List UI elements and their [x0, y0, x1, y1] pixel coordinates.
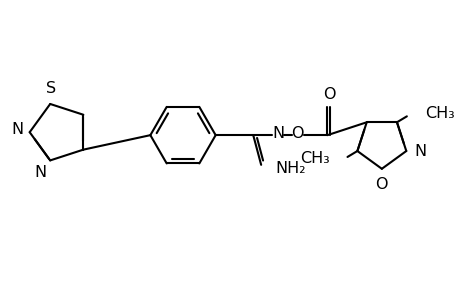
Text: N: N	[413, 143, 425, 158]
Text: O: O	[323, 86, 335, 101]
Text: S: S	[46, 81, 56, 96]
Text: N: N	[34, 165, 46, 180]
Text: N: N	[271, 126, 283, 141]
Text: N: N	[11, 122, 24, 137]
Text: CH₃: CH₃	[424, 106, 453, 121]
Text: O: O	[291, 126, 303, 141]
Text: CH₃: CH₃	[299, 152, 329, 166]
Text: O: O	[375, 177, 387, 192]
Text: NH₂: NH₂	[274, 161, 305, 176]
